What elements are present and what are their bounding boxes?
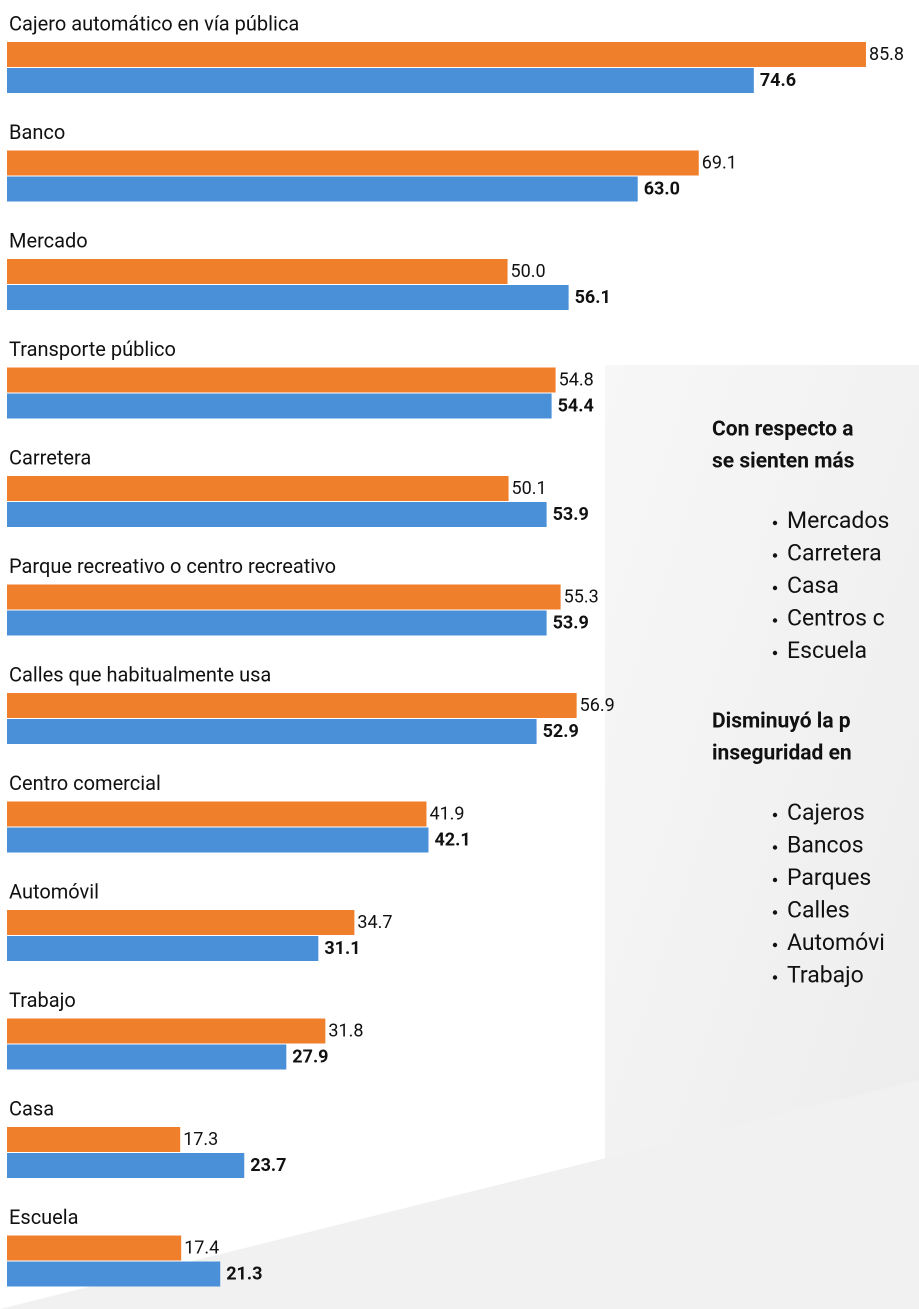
bar [7,502,547,527]
value-label: 54.8 [559,369,594,390]
value-label: 41.9 [429,803,464,824]
category-label: Calles que habitualmente usa [9,662,271,686]
category-label: Mercado [9,228,88,252]
value-label: 85.8 [869,44,904,65]
value-label: 56.1 [575,287,611,308]
category-label: Escuela [9,1205,79,1229]
bar [7,68,754,93]
value-label: 42.1 [434,829,470,850]
bar [7,584,561,610]
panel-heading: inseguridad en [712,742,852,766]
panel-item: Parques [787,864,871,891]
bullet [772,910,778,915]
panel-item: Casa [787,572,839,599]
bar [7,719,537,744]
bullet [772,975,778,980]
value-label: 23.7 [250,1155,286,1176]
value-label: 52.9 [543,721,579,742]
bar [7,1153,245,1178]
category-label: Automóvil [9,879,99,903]
category-label: Centro comercial [9,771,161,795]
value-label: 53.9 [553,504,589,525]
panel-item: Carretera [787,540,882,567]
value-label: 50.1 [512,478,547,499]
value-label: 34.7 [357,912,392,933]
value-label: 54.4 [558,395,594,416]
bar [7,393,552,419]
panel-item: Centros c [787,605,885,632]
bar [7,1261,221,1287]
category-label: Cajero automático en vía pública [9,11,299,35]
bar [7,42,866,67]
panel-heading: se sienten más [712,450,855,474]
value-label: 21.3 [226,1263,262,1284]
value-label: 55.3 [564,586,599,607]
value-label: 27.9 [292,1046,328,1067]
bar [7,176,638,202]
panel-heading: Con respecto a [712,418,853,442]
value-label: 31.8 [328,1020,363,1041]
bullet [772,877,778,883]
bullet [772,585,778,591]
bar [7,1127,181,1152]
value-label: 56.9 [580,695,615,716]
category-label: Transporte público [9,337,176,361]
value-label: 69.1 [702,152,737,173]
panel-item: Cajeros [787,799,865,826]
value-label: 17.4 [184,1237,219,1258]
bullet [772,845,778,850]
bar [7,936,319,961]
bar [7,367,556,393]
value-label: 17.3 [183,1129,218,1150]
bullet [772,618,778,623]
value-label: 74.6 [760,70,796,91]
panel-item: Automóvi [787,929,885,956]
value-label: 63.0 [644,178,680,199]
bar [7,1018,326,1044]
bar [7,1044,287,1070]
category-label: Casa [9,1096,54,1120]
bar [7,1235,182,1261]
bullet [772,650,778,656]
bar [7,476,509,501]
category-label: Trabajo [9,988,76,1012]
panel-item: Bancos [787,832,864,859]
bullet [772,520,778,526]
value-label: 31.1 [324,938,360,959]
category-label: Banco [9,120,65,144]
bar [7,827,429,853]
category-label: Carretera [9,445,91,469]
bar [7,693,577,718]
bullet [772,812,778,818]
panel-item: Escuela [787,637,867,664]
bar [7,910,355,935]
bullet [772,553,778,558]
value-label: 53.9 [553,612,589,633]
panel-item: Mercados [787,507,889,534]
panel-item: Calles [787,897,850,924]
category-label: Parque recreativo o centro recreativo [9,554,336,578]
panel-heading: Disminuyó la p [712,710,851,734]
bar [7,610,547,636]
bar [7,150,699,176]
bar [7,259,508,284]
bar [7,801,427,827]
panel-item: Trabajo [787,962,864,989]
value-label: 50.0 [511,261,546,282]
background-swoosh [0,1080,919,1309]
bar [7,285,569,310]
bullet [772,942,778,948]
